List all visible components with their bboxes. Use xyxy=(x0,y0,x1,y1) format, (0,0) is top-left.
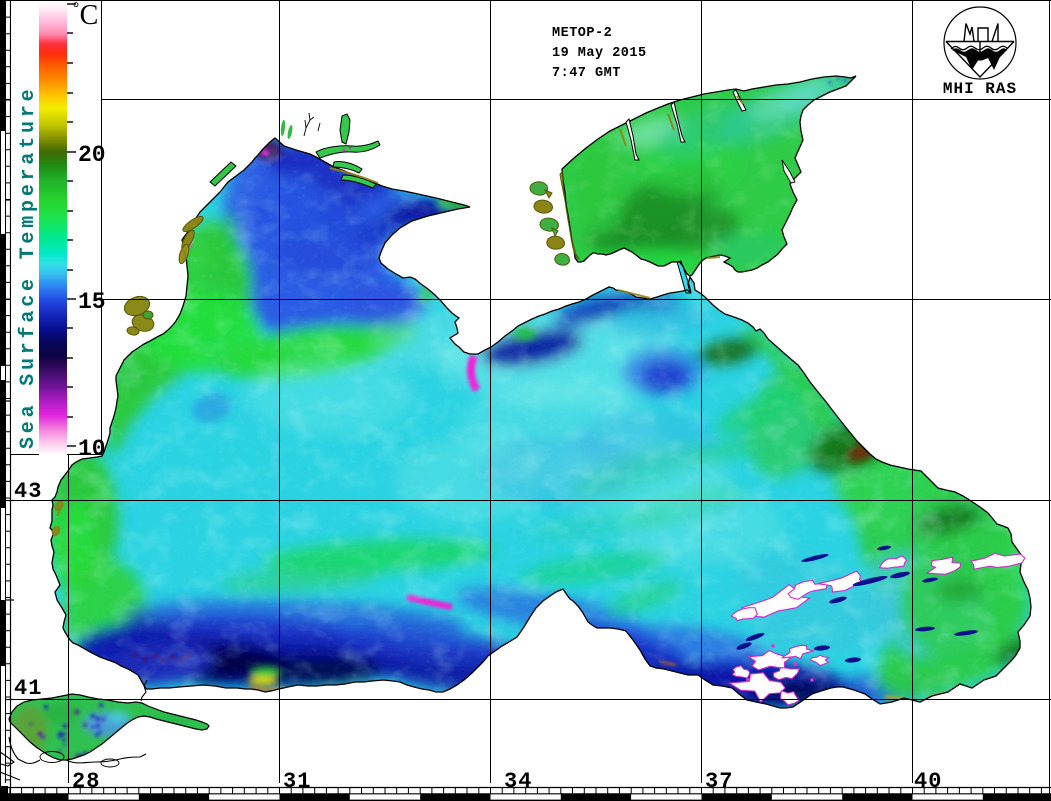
svg-text:°: ° xyxy=(73,0,79,17)
svg-text:19 May 2015: 19 May 2015 xyxy=(552,46,647,61)
svg-text:10: 10 xyxy=(78,436,106,462)
svg-text:MHI RAS: MHI RAS xyxy=(943,80,1017,98)
svg-text:31: 31 xyxy=(283,769,311,794)
svg-text:20: 20 xyxy=(78,142,106,168)
svg-text:28: 28 xyxy=(72,769,100,794)
svg-text:15: 15 xyxy=(78,289,106,315)
svg-text:37: 37 xyxy=(705,769,733,794)
svg-text:C: C xyxy=(80,0,99,31)
svg-text:43: 43 xyxy=(14,479,42,504)
svg-text:40: 40 xyxy=(914,769,942,794)
svg-text:7:47 GMT: 7:47 GMT xyxy=(552,66,621,81)
svg-text:Sea Surface Temperature: Sea Surface Temperature xyxy=(17,86,40,449)
svg-text:METOP-2: METOP-2 xyxy=(552,26,612,41)
svg-text:34: 34 xyxy=(504,769,532,794)
svg-text:41: 41 xyxy=(14,676,42,701)
